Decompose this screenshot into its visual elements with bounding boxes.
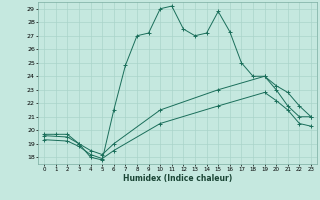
X-axis label: Humidex (Indice chaleur): Humidex (Indice chaleur)	[123, 174, 232, 183]
